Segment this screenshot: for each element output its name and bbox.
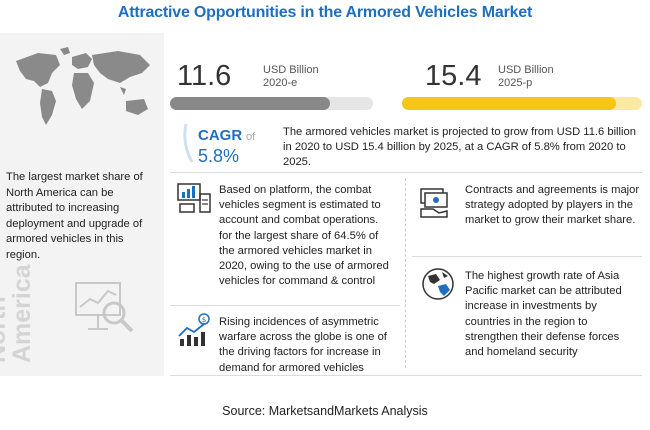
world-map-icon (16, 47, 150, 125)
cagr-label: CAGR (198, 127, 243, 144)
value-2020: 11.6 (177, 60, 232, 92)
cagr-of: of (246, 131, 256, 143)
divider-vertical (405, 178, 407, 368)
divider (170, 172, 642, 173)
divider (412, 256, 642, 257)
year-2025-label: 2025-p (498, 77, 533, 89)
platform-chart-icon (177, 183, 211, 213)
unit-2020: USD Billion 2020-e (263, 64, 319, 90)
globe-icon (422, 268, 454, 300)
contract-money-icon (420, 188, 448, 218)
source-note: Source: MarketsandMarkets Analysis (222, 404, 428, 418)
cagr-value: 5.8% (198, 146, 240, 166)
page-title: Attractive Opportunities in the Armored … (117, 4, 533, 21)
bar-2020-fill (170, 97, 331, 110)
unit-2025: USD Billion 2025-p (498, 64, 554, 90)
year-2020-label: 2020-e (263, 77, 298, 89)
divider (170, 305, 400, 306)
bar-2025-fill (402, 97, 616, 110)
card-platform-text: Based on platform, the combat vehicles s… (219, 184, 389, 288)
region-panel: The largest market share of North Americ… (0, 33, 164, 376)
svg-text:$: $ (202, 316, 206, 324)
region-label-line2: America (8, 264, 36, 363)
card-contracts-text: Contracts and agreements is major strate… (465, 184, 640, 227)
divider (170, 375, 642, 376)
cagr-arc-icon (183, 123, 194, 163)
cagr-description: The armored vehicles market is projected… (283, 126, 636, 169)
growth-bars-icon: $ (178, 313, 210, 346)
region-label: North America (0, 264, 75, 363)
card-asia-pacific-text: The highest growth rate of Asia Pacific … (465, 270, 622, 359)
region-description: The largest market share of North Americ… (6, 171, 143, 261)
unit-2025-label: USD Billion (498, 64, 554, 76)
magnifier-chart-icon (75, 282, 134, 333)
value-2025: 15.4 (425, 60, 482, 92)
card-growth-text: Rising incidences of asymmetric warfare … (219, 316, 387, 374)
unit-2020-label: USD Billion (263, 64, 319, 76)
